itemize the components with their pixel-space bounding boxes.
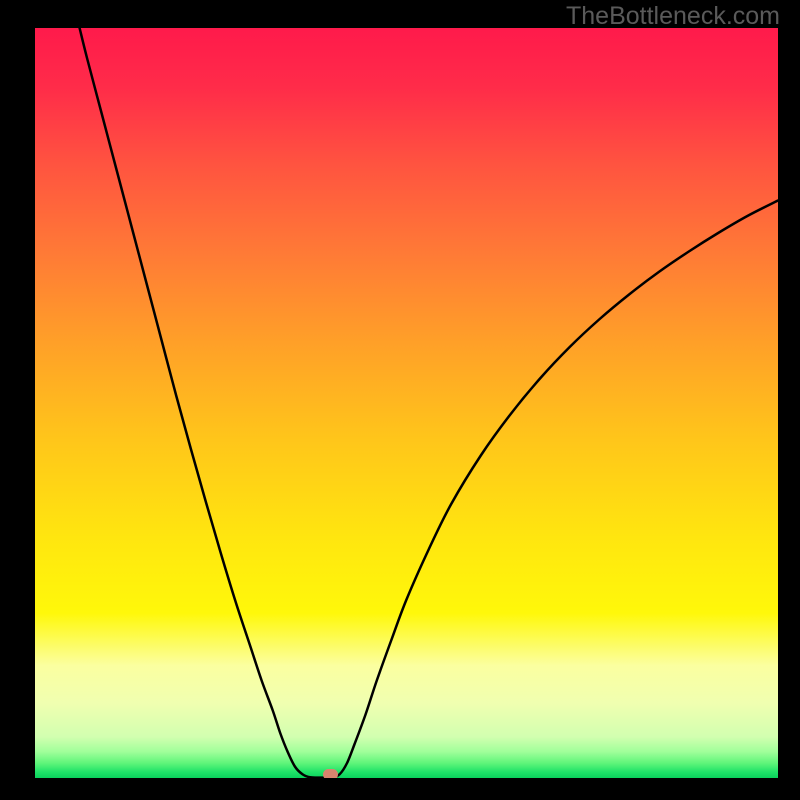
bottleneck-curve (35, 28, 778, 778)
optimal-point-marker (323, 769, 338, 778)
plot-area (35, 28, 778, 778)
watermark-text: TheBottleneck.com (566, 2, 780, 31)
